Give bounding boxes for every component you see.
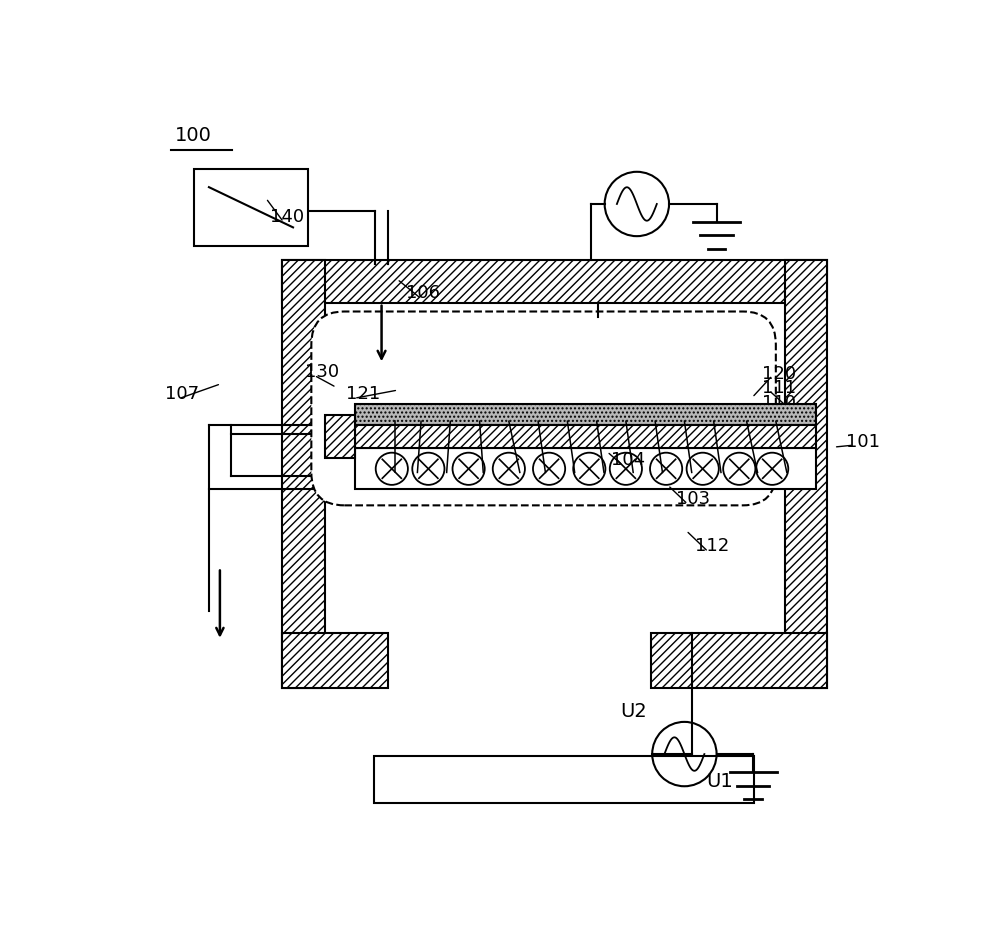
Bar xyxy=(785,260,827,688)
Bar xyxy=(194,169,308,246)
Bar xyxy=(377,317,761,348)
Bar xyxy=(374,755,754,803)
Text: 110: 110 xyxy=(762,394,796,412)
Text: 120: 120 xyxy=(762,365,796,383)
Bar xyxy=(355,448,816,488)
Text: 107: 107 xyxy=(165,386,199,404)
FancyBboxPatch shape xyxy=(311,312,776,505)
Text: 130: 130 xyxy=(305,363,339,381)
Bar xyxy=(651,634,827,688)
Text: 140: 140 xyxy=(270,207,304,225)
Bar xyxy=(325,415,355,458)
Text: U2: U2 xyxy=(620,702,647,721)
Bar xyxy=(282,260,827,303)
Text: 121: 121 xyxy=(346,386,380,404)
Bar xyxy=(282,260,325,688)
Text: 104: 104 xyxy=(611,451,645,469)
Bar xyxy=(282,634,388,688)
Text: 106: 106 xyxy=(406,284,440,302)
Bar xyxy=(355,405,816,425)
Text: U1: U1 xyxy=(706,772,733,791)
Text: 100: 100 xyxy=(175,126,211,145)
Text: 103: 103 xyxy=(676,490,710,508)
Bar xyxy=(355,425,816,448)
Text: 111: 111 xyxy=(762,379,796,397)
Text: 112: 112 xyxy=(695,538,730,556)
Text: 101: 101 xyxy=(846,433,880,451)
